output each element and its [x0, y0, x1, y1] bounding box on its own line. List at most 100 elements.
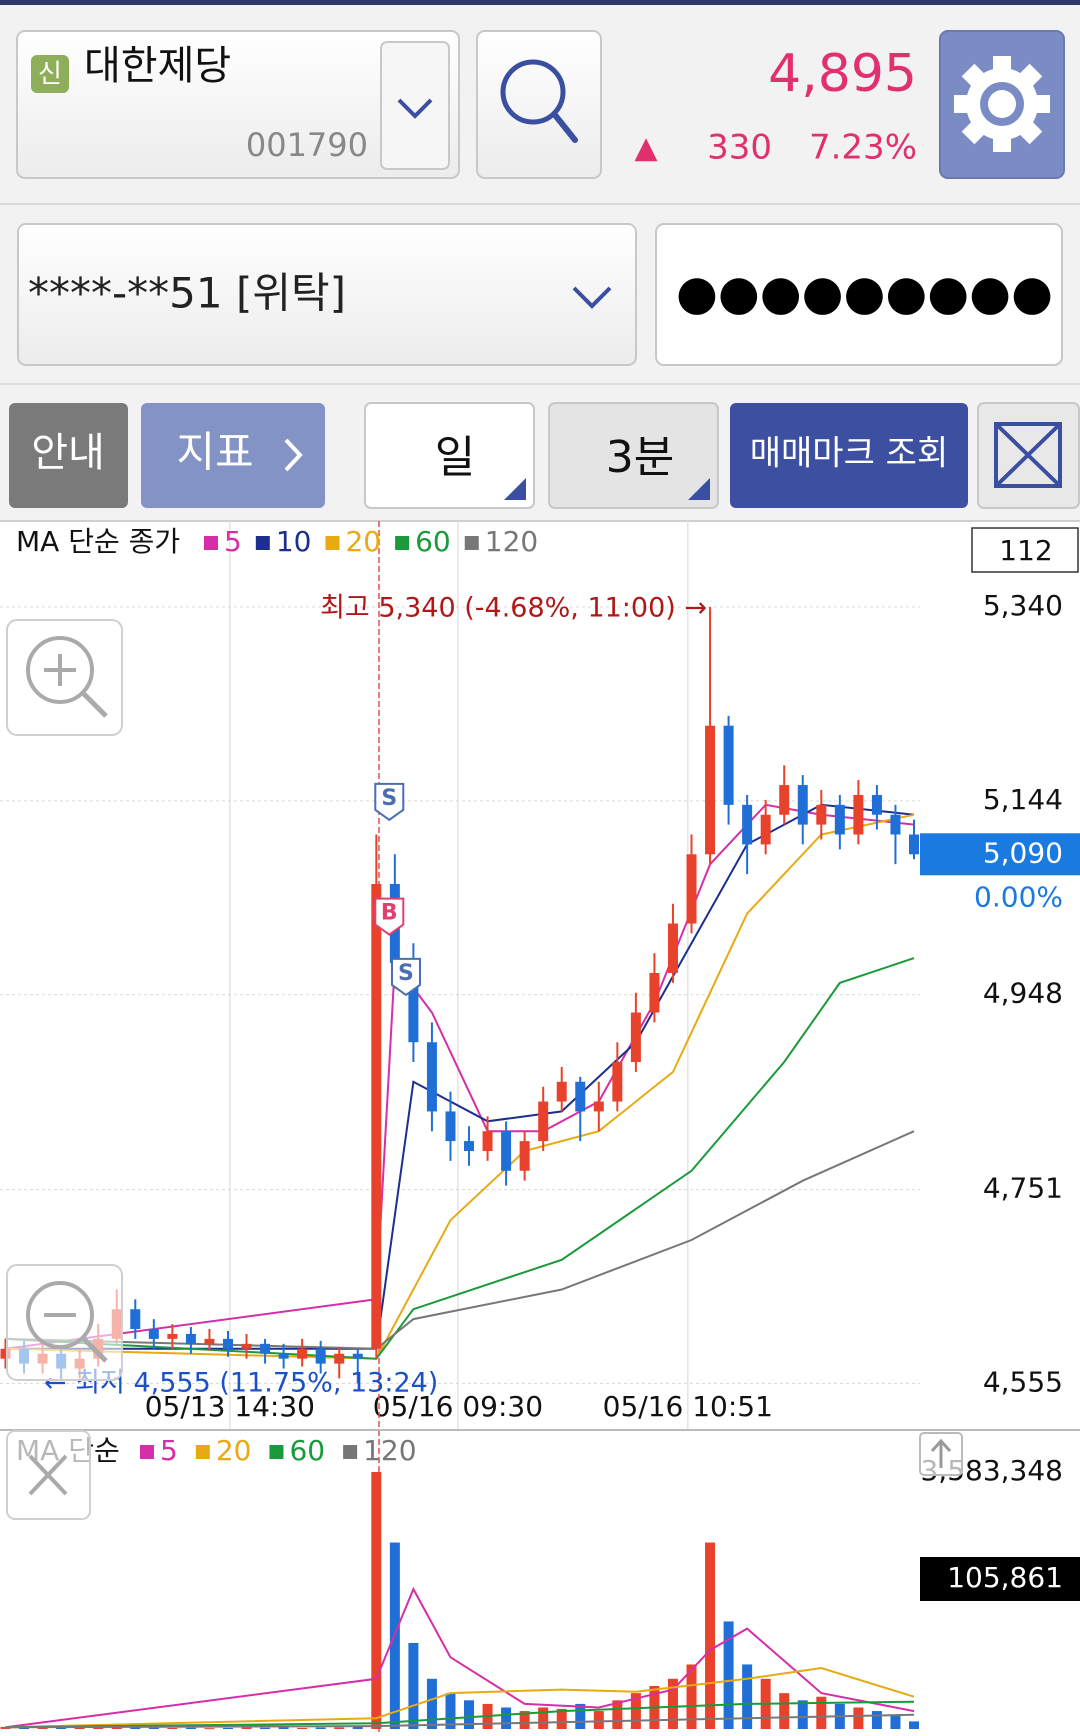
candle-body [686, 854, 697, 924]
volume-bar [297, 1727, 308, 1729]
y-tick-label: 4,555 [983, 1365, 1063, 1398]
password-box[interactable] [655, 223, 1063, 366]
y-tick-label: 5,340 [983, 589, 1063, 622]
stock-box[interactable] [16, 30, 460, 179]
volume-bar [260, 1727, 271, 1729]
candle-body [593, 1101, 604, 1112]
legend-label: 10 [276, 525, 312, 558]
period-button[interactable] [364, 402, 535, 509]
ma-line [5, 813, 915, 1360]
corner-mark [688, 478, 710, 500]
info-button[interactable] [9, 403, 128, 508]
volume-bar [408, 1642, 419, 1729]
volume-bar [667, 1678, 678, 1729]
ma-line [5, 803, 915, 1350]
legend-label: 60 [289, 1434, 325, 1467]
volume-bar [909, 1721, 919, 1729]
volume-bar [167, 1727, 178, 1729]
close-button[interactable] [6, 1430, 91, 1520]
zoom-in-button[interactable] [6, 619, 123, 736]
candle-body [909, 834, 919, 855]
price: 4,895 [768, 44, 917, 104]
scroll-up-button[interactable] [919, 1432, 963, 1476]
chevron [284, 438, 303, 472]
candle-body [538, 1101, 549, 1142]
candle-body [501, 1131, 512, 1171]
legend-swatch [255, 536, 270, 550]
candle-body [130, 1309, 141, 1330]
legend-swatch [325, 536, 340, 550]
candle-body [445, 1111, 456, 1142]
volume-bar [278, 1727, 289, 1729]
legend-swatch [140, 1445, 154, 1459]
badge-text: 신 [38, 60, 62, 90]
candle-body [278, 1353, 289, 1359]
candle-body [371, 883, 382, 1349]
candle-body [148, 1329, 159, 1339]
legend-label: 5 [160, 1434, 178, 1467]
candle-body [315, 1348, 326, 1364]
interval-label: 3분 [606, 432, 674, 483]
ma-line [5, 957, 915, 1360]
search-button[interactable] [476, 30, 602, 179]
trade-marker-label: S [398, 961, 414, 986]
legend-title: MA 단순 종가 [16, 525, 180, 558]
ma-line [5, 803, 915, 1350]
legend-label: 20 [216, 1434, 252, 1467]
x-tick-label: 05/16 09:30 [373, 1390, 543, 1423]
chart-layer: 05/13 14:30 05/16 09:30 05/16 10:51 5,340 5,… [0, 521, 1080, 1732]
volume-bar [575, 1703, 586, 1729]
search-icon [500, 59, 566, 125]
trade-marker [374, 897, 405, 936]
y-tick-label: 5,144 [983, 783, 1063, 816]
corner-mark [504, 478, 526, 500]
current-price: 5,090 [983, 836, 1063, 869]
legend-label: 60 [415, 525, 451, 558]
volume-bar [890, 1714, 901, 1729]
volume-bar [686, 1664, 697, 1729]
volume-bar [723, 1621, 734, 1729]
current-volume-box [920, 1557, 1080, 1601]
status-strip [0, 0, 1080, 5]
candle-body [723, 725, 734, 805]
candle-body [408, 963, 419, 1043]
legend-swatch [343, 1445, 358, 1459]
candle-body [334, 1353, 345, 1364]
interval-button[interactable] [548, 402, 719, 509]
volume-bar [853, 1707, 864, 1729]
account-box[interactable] [17, 223, 637, 366]
candle-body [0, 1348, 11, 1359]
trade-marker-label: B [381, 901, 398, 926]
candle-body [426, 1042, 437, 1112]
volume-bar [130, 1727, 141, 1729]
volume-bar [56, 1727, 67, 1729]
account-number: ****-**51 [위탁] [28, 269, 346, 318]
legend-swatch [269, 1445, 284, 1459]
volume-bar [241, 1727, 252, 1729]
zoom-out-button[interactable] [6, 1264, 123, 1381]
candle-body [649, 972, 660, 1013]
stock-code: 001790 [246, 126, 368, 164]
indicator-label: 지표 [176, 428, 253, 477]
y-tick-label: 4,948 [983, 977, 1063, 1010]
candle-body [260, 1343, 271, 1354]
volume-bar [426, 1678, 437, 1729]
candle-body [630, 1012, 641, 1062]
volume-bar [816, 1696, 827, 1729]
change: 330 [707, 128, 772, 168]
y-tick-label: 4,751 [983, 1172, 1063, 1205]
volume-bar [871, 1711, 882, 1729]
candle-body [204, 1338, 215, 1344]
candle-body [612, 1061, 623, 1102]
stock-dropdown[interactable] [380, 41, 450, 170]
trade-mark-button[interactable] [730, 403, 968, 508]
indicator-button[interactable] [141, 403, 325, 508]
volume-bar [445, 1693, 456, 1729]
period-label: 일 [435, 432, 475, 483]
candle-body [760, 814, 771, 845]
chevron [397, 98, 433, 119]
info-label: 안내 [31, 430, 105, 476]
expand-icon [994, 422, 1062, 488]
candle-body [352, 1353, 363, 1359]
trade-marker [390, 957, 421, 997]
